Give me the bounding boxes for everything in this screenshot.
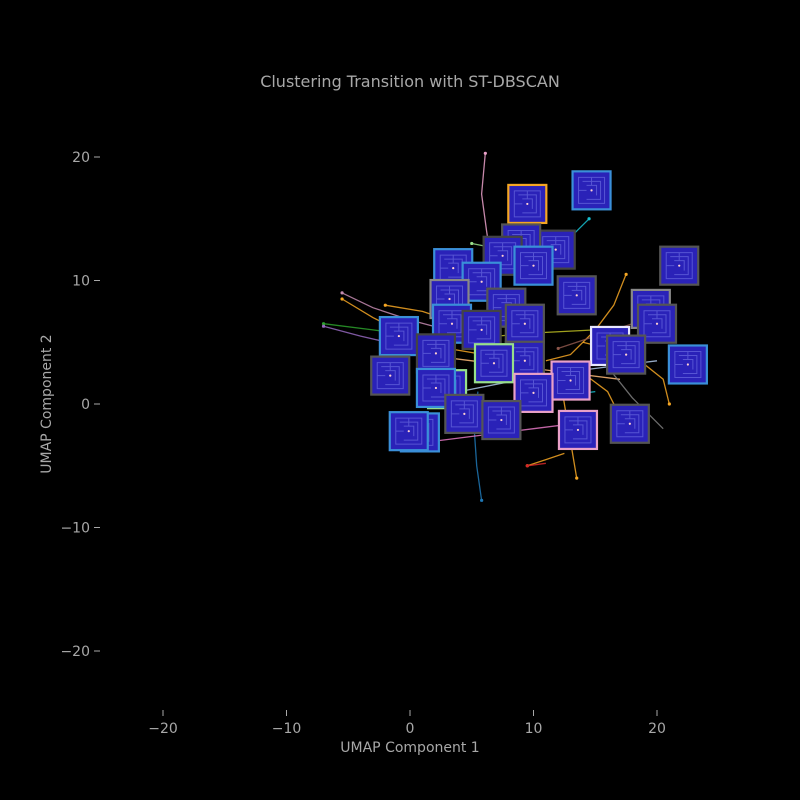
- chart-title: Clustering Transition with ST-DBSCAN: [260, 72, 560, 91]
- y-tick-label: 20: [72, 150, 90, 166]
- trajectory-start-point: [480, 498, 484, 502]
- trajectory-line: [341, 292, 448, 331]
- y-axis-label: UMAP Component 2: [39, 334, 55, 473]
- y-tick-label: 10: [72, 274, 90, 290]
- trajectory-start-point: [340, 291, 344, 295]
- trajectory-start-point: [470, 241, 474, 246]
- snapshot-thumbnail: [513, 245, 554, 286]
- x-tick-label: −20: [148, 721, 178, 737]
- snapshot-thumbnail: [461, 309, 502, 350]
- snapshot-thumbnail: [388, 411, 429, 452]
- snapshot-thumbnail: [659, 245, 700, 286]
- x-tick-label: 10: [525, 721, 543, 737]
- trajectory-start-point: [483, 151, 487, 155]
- trajectory-start-point: [587, 217, 591, 221]
- trajectory-line: [607, 366, 664, 430]
- y-tick-label: 0: [81, 397, 90, 413]
- trajectory-line: [527, 452, 565, 467]
- trajectory-start-point: [575, 476, 579, 480]
- trajectory-start-point: [340, 297, 344, 301]
- snapshot-thumbnail: [667, 344, 708, 385]
- snapshot-thumbnail: [473, 343, 515, 384]
- snapshot-thumbnail: [513, 372, 554, 413]
- trajectory-start-point: [525, 464, 529, 468]
- x-tick-label: 20: [648, 721, 666, 737]
- trajectory-start-point: [556, 346, 560, 351]
- snapshot-thumbnail: [370, 355, 411, 396]
- trajectory-start-point: [321, 324, 326, 328]
- snapshot-thumbnail: [415, 333, 457, 374]
- y-tick-label: −10: [60, 521, 90, 537]
- x-axis-label: UMAP Component 1: [340, 740, 479, 756]
- trajectory-start-point: [383, 303, 387, 307]
- trajectory-start-point: [624, 272, 628, 276]
- snapshot-thumbnail: [556, 275, 597, 316]
- snapshot-thumbnail: [507, 183, 548, 225]
- snapshot-layer: [370, 170, 708, 453]
- x-tick-label: 0: [406, 721, 415, 737]
- snapshot-thumbnail: [481, 399, 522, 441]
- trajectory-start-point: [321, 322, 326, 326]
- x-tick-label: −10: [272, 721, 302, 737]
- y-axis: −20 −10 0 10 20: [60, 150, 100, 660]
- snapshot-thumbnail: [557, 409, 599, 451]
- trajectory-line: [527, 462, 546, 467]
- snapshot-thumbnail: [378, 315, 419, 357]
- snapshot-thumbnail: [504, 303, 545, 344]
- trajectory-start-point: [667, 402, 671, 406]
- snapshot-thumbnail: [444, 393, 485, 434]
- snapshot-thumbnail: [571, 170, 612, 211]
- snapshot-thumbnail: [606, 334, 647, 375]
- snapshot-thumbnail: [550, 360, 591, 401]
- y-tick-label: −20: [60, 644, 90, 660]
- x-axis: −20 −10 0 10 20: [148, 710, 666, 737]
- snapshot-thumbnail: [609, 403, 650, 444]
